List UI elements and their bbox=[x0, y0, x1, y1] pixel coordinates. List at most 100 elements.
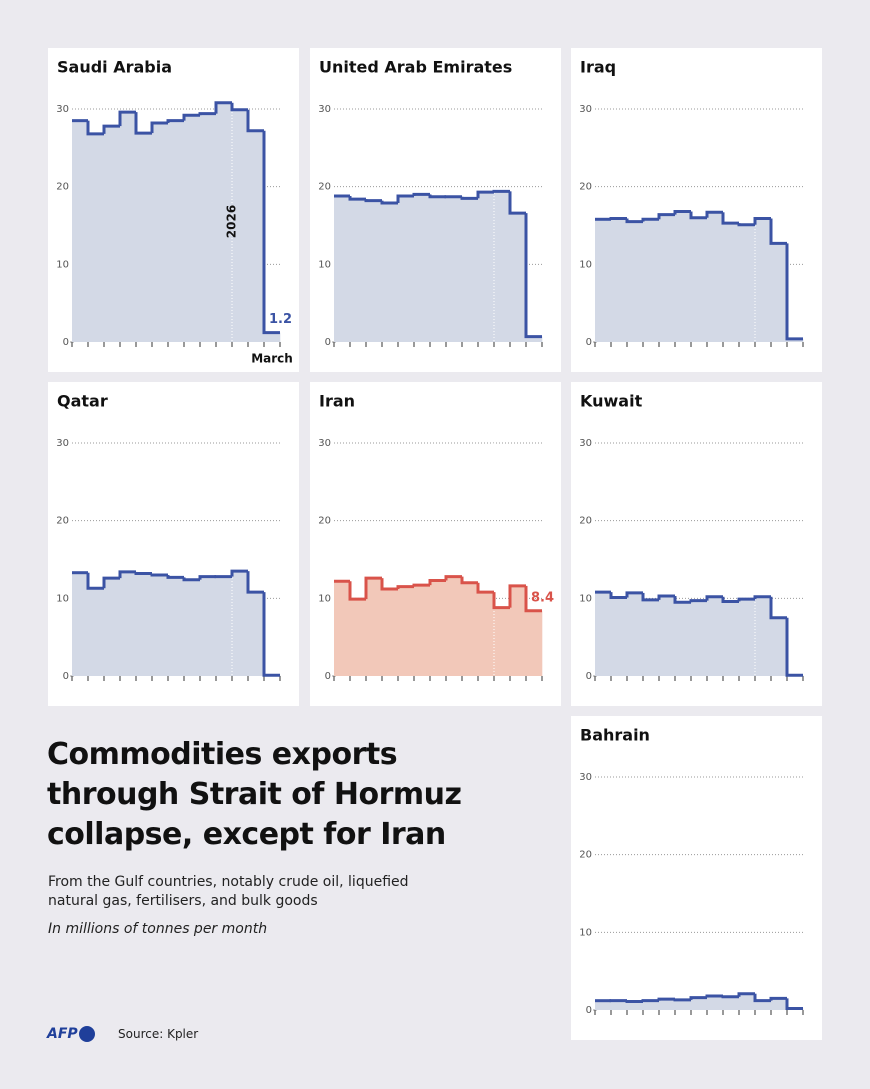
y-tick-label: 0 bbox=[325, 337, 331, 348]
x-tick-label: March bbox=[251, 352, 293, 366]
area-bin bbox=[136, 133, 153, 342]
area-bin bbox=[643, 1000, 660, 1010]
headline-line: through Strait of Hormuz bbox=[47, 777, 462, 812]
panel bbox=[571, 716, 822, 1040]
y-tick-label: 20 bbox=[56, 182, 69, 193]
area-bin bbox=[366, 200, 383, 342]
area-bin bbox=[366, 578, 383, 676]
area-bin bbox=[414, 194, 431, 342]
area-bin bbox=[707, 596, 724, 676]
area-bin bbox=[398, 586, 415, 676]
area-bin bbox=[771, 617, 788, 676]
y-tick-label: 20 bbox=[318, 182, 331, 193]
y-tick-label: 30 bbox=[318, 438, 331, 449]
area-bin bbox=[168, 120, 185, 343]
area-bin bbox=[611, 597, 628, 676]
value-label: 1.2 bbox=[269, 312, 292, 327]
area-bin bbox=[184, 115, 201, 342]
area-bin bbox=[494, 607, 511, 676]
area-bin bbox=[216, 102, 233, 342]
area-bin bbox=[675, 211, 692, 342]
area-bin bbox=[334, 581, 351, 676]
area-bin bbox=[755, 1000, 772, 1010]
area-bin bbox=[72, 572, 89, 676]
area-bin bbox=[707, 212, 724, 342]
panel-title: United Arab Emirates bbox=[319, 58, 512, 77]
area-bin bbox=[723, 601, 740, 676]
value-label: 8.4 bbox=[531, 590, 554, 605]
area-bin bbox=[510, 213, 527, 342]
area-bin bbox=[430, 196, 447, 342]
panel-title: Qatar bbox=[57, 392, 108, 411]
panel-title: Bahrain bbox=[580, 726, 650, 745]
area-bin bbox=[627, 1001, 644, 1010]
y-tick-label: 0 bbox=[325, 671, 331, 682]
area-bin bbox=[232, 571, 249, 676]
area-bin bbox=[659, 999, 676, 1010]
y-tick-label: 30 bbox=[579, 772, 592, 783]
y-tick-label: 30 bbox=[579, 104, 592, 115]
y-tick-label: 20 bbox=[579, 850, 592, 861]
y-tick-label: 30 bbox=[56, 438, 69, 449]
area-bin bbox=[104, 126, 121, 342]
y-tick-label: 10 bbox=[56, 593, 69, 604]
panel-title: Iran bbox=[319, 392, 355, 411]
area-bin bbox=[120, 571, 137, 676]
headline-line: collapse, except for Iran bbox=[47, 817, 446, 852]
y-tick-label: 20 bbox=[579, 182, 592, 193]
area-bin bbox=[430, 580, 447, 676]
area-bin bbox=[382, 589, 399, 676]
y-tick-label: 20 bbox=[318, 516, 331, 527]
area-bin bbox=[414, 585, 431, 676]
area-bin bbox=[526, 336, 543, 342]
area-bin bbox=[723, 223, 740, 342]
area-bin bbox=[611, 1000, 628, 1010]
y-tick-label: 20 bbox=[56, 516, 69, 527]
area-bin bbox=[104, 578, 121, 676]
area-bin bbox=[739, 599, 756, 676]
area-bin bbox=[691, 997, 708, 1010]
area-bin bbox=[350, 599, 367, 676]
area-bin bbox=[334, 195, 351, 342]
headline: Commodities exports through Strait of Ho… bbox=[47, 735, 462, 855]
area-bin bbox=[611, 218, 628, 342]
area-bin bbox=[691, 600, 708, 676]
area-bin bbox=[248, 592, 265, 676]
area-bin bbox=[627, 221, 644, 342]
area-bin bbox=[136, 573, 153, 676]
area-bin bbox=[659, 596, 676, 676]
area-bin bbox=[771, 243, 788, 342]
y-tick-label: 10 bbox=[579, 593, 592, 604]
y-tick-label: 10 bbox=[318, 593, 331, 604]
panel-title: Iraq bbox=[580, 58, 616, 77]
area-bin bbox=[152, 122, 169, 342]
area-bin bbox=[595, 592, 612, 676]
unit-note: In millions of tonnes per month bbox=[48, 921, 268, 937]
y-tick-label: 0 bbox=[63, 337, 69, 348]
y-tick-label: 10 bbox=[579, 259, 592, 270]
area-bin bbox=[350, 199, 367, 342]
y-tick-label: 0 bbox=[586, 337, 592, 348]
y-tick-label: 10 bbox=[56, 259, 69, 270]
subtitle: From the Gulf countries, notably crude o… bbox=[48, 873, 409, 911]
area-bin bbox=[446, 576, 463, 676]
area-bin bbox=[643, 599, 660, 676]
area-bin bbox=[595, 219, 612, 342]
area-bin bbox=[787, 338, 804, 342]
area-bin bbox=[755, 218, 772, 342]
area-bin bbox=[88, 133, 105, 342]
y-tick-label: 10 bbox=[318, 259, 331, 270]
y-tick-label: 10 bbox=[579, 927, 592, 938]
y-tick-label: 0 bbox=[63, 671, 69, 682]
y-tick-label: 0 bbox=[586, 671, 592, 682]
area-bin bbox=[771, 998, 788, 1010]
area-bin bbox=[478, 592, 495, 676]
area-bin bbox=[739, 224, 756, 342]
area-bin bbox=[526, 610, 543, 676]
area-bin bbox=[739, 993, 756, 1010]
area-bin bbox=[675, 999, 692, 1010]
area-bin bbox=[462, 582, 479, 676]
panel-title: Kuwait bbox=[580, 392, 643, 411]
area-bin bbox=[675, 602, 692, 676]
area-bin bbox=[659, 214, 676, 342]
